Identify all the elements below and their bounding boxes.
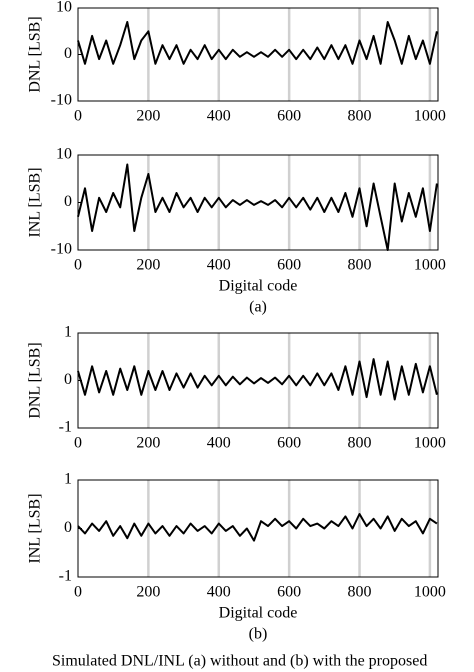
x-tick-label: 1000 xyxy=(414,108,446,125)
x-tick-label: 400 xyxy=(207,435,231,452)
x-tick-label: 1000 xyxy=(414,584,446,601)
x-tick-label: 200 xyxy=(136,257,160,274)
y-tick-label: 0 xyxy=(64,519,72,536)
x-tick-label: 400 xyxy=(207,108,231,125)
x-axis-label: Digital code xyxy=(219,278,298,295)
y-axis-label: DNL [LSB] xyxy=(27,16,44,92)
x-tick-label: 200 xyxy=(136,584,160,601)
x-tick-label: 0 xyxy=(74,257,82,274)
y-tick-label: -10 xyxy=(51,241,72,258)
x-tick-label: 600 xyxy=(277,435,301,452)
x-axis-label: Digital code xyxy=(219,605,298,622)
y-tick-label: 0 xyxy=(64,45,72,62)
y-tick-label: 0 xyxy=(64,371,72,388)
data-line xyxy=(77,513,438,542)
x-tick-label: 1000 xyxy=(414,257,446,274)
x-tick-label: 200 xyxy=(136,435,160,452)
y-axis-label: DNL [LSB] xyxy=(27,342,44,418)
x-tick-label: 0 xyxy=(74,584,82,601)
x-tick-label: 600 xyxy=(277,257,301,274)
plot-frame xyxy=(77,154,439,251)
x-tick-label: 1000 xyxy=(414,435,446,452)
x-tick-label: 0 xyxy=(74,108,82,125)
x-tick-label: 600 xyxy=(277,108,301,125)
x-tick-label: 400 xyxy=(207,257,231,274)
plot-frame xyxy=(77,7,439,102)
plot-frame xyxy=(77,332,439,429)
caption: Simulated DNL/INL (a) without and (b) wi… xyxy=(52,653,427,670)
x-tick-label: 200 xyxy=(136,108,160,125)
panel-label: (b) xyxy=(249,626,268,643)
x-tick-label: 0 xyxy=(74,435,82,452)
y-tick-label: 0 xyxy=(64,193,72,210)
plot-frame xyxy=(77,479,439,578)
x-tick-label: 600 xyxy=(277,584,301,601)
x-tick-label: 400 xyxy=(207,584,231,601)
data-line xyxy=(77,358,438,401)
y-tick-label: -1 xyxy=(59,568,72,585)
y-axis-label: INL [LSB] xyxy=(27,493,44,563)
x-tick-label: 800 xyxy=(348,108,372,125)
data-line xyxy=(77,21,438,65)
y-tick-label: 10 xyxy=(56,146,72,163)
x-tick-label: 800 xyxy=(348,257,372,274)
x-tick-label: 800 xyxy=(348,584,372,601)
data-line xyxy=(77,163,438,251)
panel-label: (a) xyxy=(249,299,267,316)
y-tick-label: 1 xyxy=(64,471,72,488)
x-tick-label: 800 xyxy=(348,435,372,452)
y-tick-label: 1 xyxy=(64,324,72,341)
y-tick-label: -10 xyxy=(51,92,72,109)
y-tick-label: -1 xyxy=(59,419,72,436)
y-tick-label: 10 xyxy=(56,0,72,16)
y-axis-label: INL [LSB] xyxy=(27,167,44,237)
